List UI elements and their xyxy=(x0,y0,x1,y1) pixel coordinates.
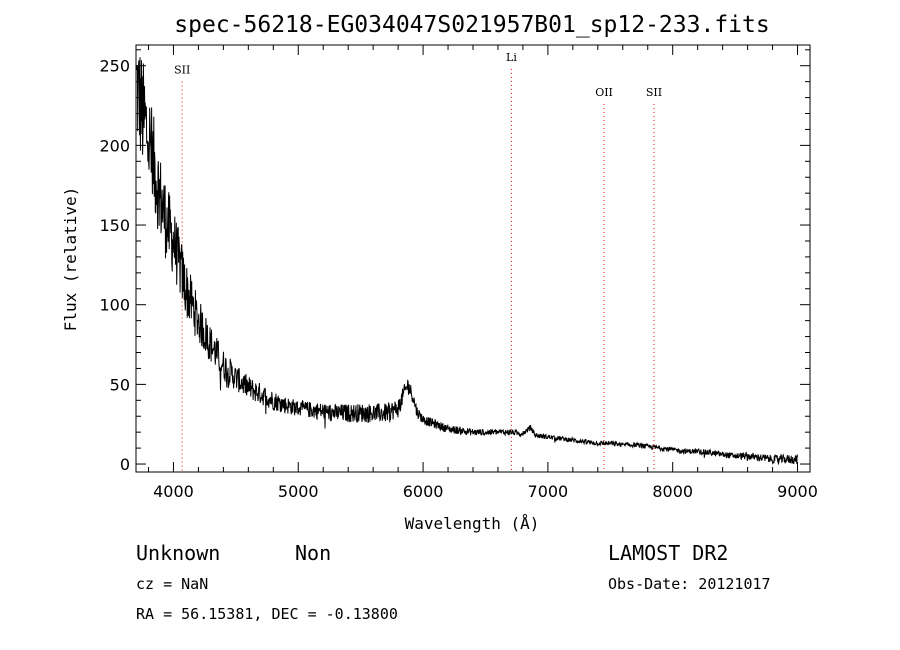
x-tick-label: 6000 xyxy=(403,482,444,501)
x-tick-label: 8000 xyxy=(652,482,693,501)
axis-tick-labels: 4000 5000 6000 7000 8000 9000 0 50 100 150 200 250 xyxy=(99,57,817,501)
x-tick-label: 5000 xyxy=(278,482,319,501)
subclass-label: Non xyxy=(295,541,331,565)
x-tick-label: 9000 xyxy=(777,482,818,501)
plot-frame xyxy=(135,44,811,473)
y-axis-label: Flux (relative) xyxy=(61,187,80,332)
x-tick-label: 7000 xyxy=(528,482,569,501)
axis-ticks xyxy=(136,45,810,472)
y-tick-label: 200 xyxy=(99,136,130,155)
spectral-line-label: SII xyxy=(174,64,190,77)
y-tick-label: 250 xyxy=(99,57,130,76)
y-tick-label: 150 xyxy=(99,216,130,235)
spectral-line-label: Li xyxy=(506,51,517,64)
spectrum-series-line xyxy=(136,57,798,465)
spectral-line-label: SII xyxy=(646,86,662,99)
class-label: Unknown xyxy=(136,541,220,565)
coords-label: RA = 56.15381, DEC = -0.13800 xyxy=(136,605,398,623)
chart-title: spec-56218-EG034047S021957B01_sp12-233.f… xyxy=(174,12,769,38)
spectral-line-markers: SII Li OII SII xyxy=(174,51,662,472)
x-tick-label: 4000 xyxy=(153,482,194,501)
y-tick-label: 50 xyxy=(110,375,130,394)
spectral-line-label: OII xyxy=(595,86,613,99)
obs-date-label: Obs-Date: 20121017 xyxy=(608,575,771,593)
x-axis-label: Wavelength (Å) xyxy=(405,514,540,533)
cz-label: cz = NaN xyxy=(136,575,208,593)
y-tick-label: 0 xyxy=(120,455,130,474)
y-tick-label: 100 xyxy=(99,296,130,315)
survey-label: LAMOST DR2 xyxy=(608,541,728,565)
